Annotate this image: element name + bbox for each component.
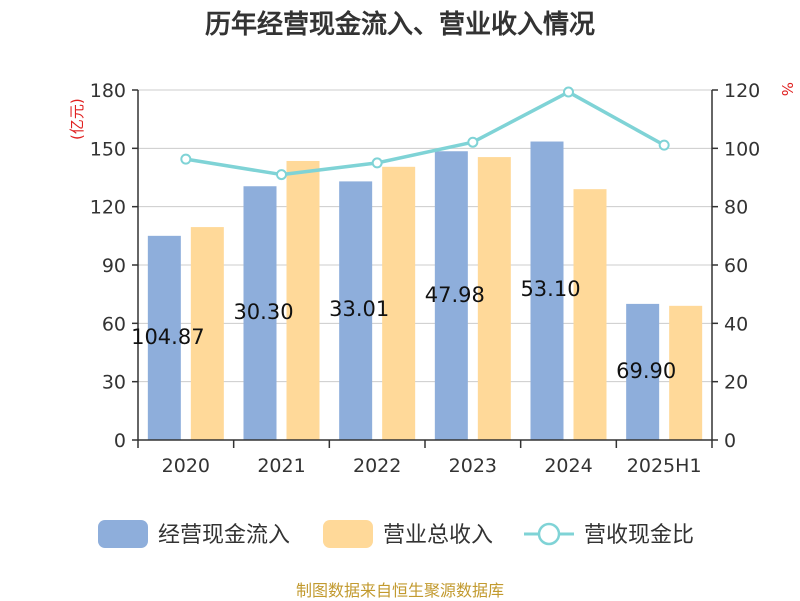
bars <box>147 141 703 441</box>
x-tick-label: 2025H1 <box>627 455 702 477</box>
right-tick-label: 20 <box>724 372 748 394</box>
legend-marker <box>537 522 561 546</box>
cash-inflow-bar <box>147 235 181 440</box>
ratio-line-path <box>185 90 666 177</box>
legend: 经营现金流入 营业总收入 营收现金比 <box>98 520 694 548</box>
ratio-point <box>276 169 287 181</box>
legend-revenue: 营业总收入 <box>323 520 493 548</box>
data-label: 69.90 <box>616 359 676 383</box>
data-label: 30.30 <box>233 300 293 324</box>
data-label: 47.98 <box>425 283 485 307</box>
cash-inflow-bar <box>243 186 277 440</box>
right-axis-unit: % <box>778 82 796 96</box>
right-tick-label: 60 <box>724 255 748 277</box>
right-tick-label: 100 <box>724 138 760 160</box>
legend-swatch <box>323 520 373 548</box>
ratio-point <box>563 86 574 98</box>
revenue-bar <box>382 166 416 441</box>
left-tick-label: 60 <box>102 313 126 335</box>
legend-label: 经营现金流入 <box>158 523 290 548</box>
x-tick-label: 2023 <box>449 455 497 477</box>
data-label: 104.87 <box>131 325 204 349</box>
source-note: 制图数据来自恒生聚源数据库 <box>295 581 504 600</box>
x-tick-label: 2022 <box>353 455 401 477</box>
legend-cash-inflow: 经营现金流入 <box>98 520 290 548</box>
legend-label: 营收现金比 <box>584 523 694 548</box>
data-label: 53.10 <box>520 277 580 301</box>
left-tick-label: 30 <box>102 372 126 394</box>
cash-inflow-bar <box>530 141 564 440</box>
ratio-point <box>180 153 192 165</box>
ratio-point <box>467 136 479 148</box>
cash-inflow-bar <box>626 303 660 440</box>
left-tick-label: 150 <box>90 138 126 160</box>
left-tick-label: 180 <box>90 80 126 102</box>
revenue-bar <box>669 305 703 440</box>
right-tick-label: 80 <box>724 197 748 219</box>
axes: 0 30 60 90 120 150 180 0 20 40 60 80 100 120 2020 2021 2… <box>90 80 761 477</box>
right-tick-label: 120 <box>724 80 760 102</box>
legend-ratio: 营收现金比 <box>524 522 694 548</box>
revenue-bar <box>477 157 511 441</box>
data-label: 33.01 <box>329 297 389 321</box>
legend-swatch <box>98 520 148 548</box>
revenue-bar <box>190 227 224 440</box>
x-tick-label: 2020 <box>162 455 210 477</box>
x-tick-label: 2024 <box>544 455 592 477</box>
left-axis-unit: (亿元) <box>68 98 86 140</box>
grid-lines <box>138 89 712 441</box>
legend-label: 营业总收入 <box>383 523 493 548</box>
ratio-point <box>371 157 383 169</box>
right-tick-label: 40 <box>724 313 748 335</box>
data-labels: 104.87 30.30 33.01 47.98 53.10 69.90 <box>131 277 676 383</box>
left-tick-label: 120 <box>90 197 126 219</box>
left-tick-label: 0 <box>114 430 126 452</box>
ratio-point <box>658 139 670 151</box>
revenue-bar <box>286 160 320 440</box>
x-tick-label: 2021 <box>257 455 305 477</box>
cash-inflow-bar <box>339 181 373 440</box>
revenue-bar <box>573 189 607 440</box>
cash-inflow-bar <box>434 151 468 440</box>
ratio-line <box>180 86 670 181</box>
left-tick-label: 90 <box>102 255 126 277</box>
right-tick-label: 0 <box>724 430 736 452</box>
chart-title: 历年经营现金流入、营业收入情况 <box>204 10 595 40</box>
